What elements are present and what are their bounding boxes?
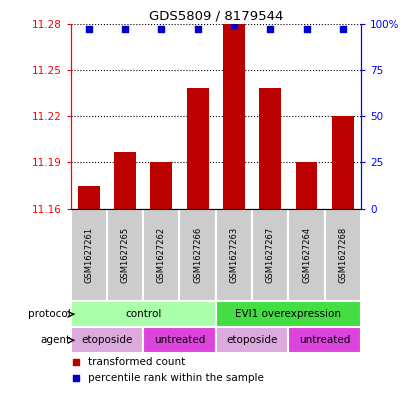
Text: etoposide: etoposide [81, 335, 132, 345]
Text: GSM1627268: GSM1627268 [338, 227, 347, 283]
Point [85, 26, 92, 32]
Bar [179, 209, 216, 301]
Text: GSM1627264: GSM1627264 [302, 227, 311, 283]
Bar [216, 209, 252, 301]
Point [231, 22, 237, 29]
Bar [151, 162, 172, 209]
Text: transformed count: transformed count [88, 357, 185, 367]
Text: agent: agent [40, 335, 71, 345]
Bar [259, 88, 281, 209]
Text: GSM1627266: GSM1627266 [193, 227, 202, 283]
Text: etoposide: etoposide [227, 335, 278, 345]
Bar [216, 327, 288, 353]
Bar [71, 301, 216, 327]
Bar [143, 327, 216, 353]
Bar [332, 116, 354, 209]
Point [194, 26, 201, 32]
Bar [216, 301, 361, 327]
Bar [78, 185, 100, 209]
Bar [107, 209, 143, 301]
Point [158, 26, 165, 32]
Point [265, 303, 272, 309]
Bar [325, 209, 361, 301]
Bar [114, 152, 136, 209]
Text: percentile rank within the sample: percentile rank within the sample [88, 373, 264, 383]
Text: GSM1627267: GSM1627267 [266, 227, 275, 283]
Bar [187, 88, 209, 209]
Text: GSM1627261: GSM1627261 [84, 227, 93, 283]
Point [303, 26, 310, 32]
Text: GSM1627263: GSM1627263 [229, 227, 239, 283]
Bar [71, 209, 107, 301]
Text: GSM1627265: GSM1627265 [120, 227, 129, 283]
Text: control: control [125, 309, 161, 319]
Text: GSM1627262: GSM1627262 [157, 227, 166, 283]
Title: GDS5809 / 8179544: GDS5809 / 8179544 [149, 9, 283, 22]
Text: untreated: untreated [299, 335, 350, 345]
Bar [223, 24, 245, 209]
Bar [71, 327, 143, 353]
Point [267, 26, 273, 32]
Point [122, 26, 128, 32]
Bar [295, 162, 317, 209]
Point [339, 26, 346, 32]
Text: protocol: protocol [28, 309, 71, 319]
Bar [252, 209, 288, 301]
Text: EVI1 overexpression: EVI1 overexpression [235, 309, 342, 319]
Bar [288, 209, 325, 301]
Text: untreated: untreated [154, 335, 205, 345]
Point [265, 158, 272, 164]
Bar [288, 327, 361, 353]
Bar [143, 209, 179, 301]
